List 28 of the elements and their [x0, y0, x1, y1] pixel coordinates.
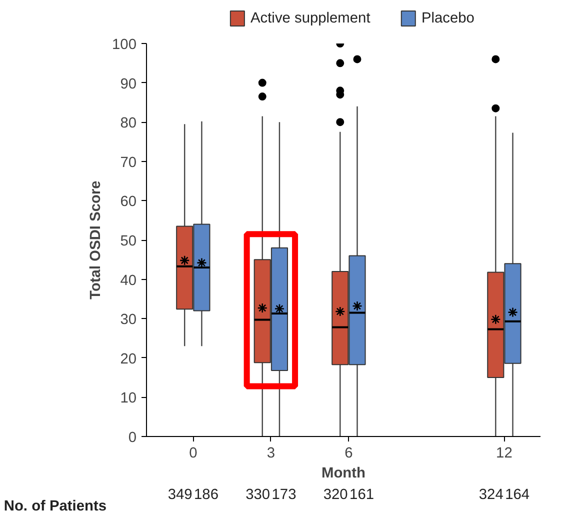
text: 161 [350, 487, 374, 503]
y-tick-label: 80 [120, 116, 137, 132]
text: 349 [168, 487, 192, 503]
legend-label: Placebo [421, 10, 474, 26]
x-axis-title: Month [322, 466, 366, 482]
y-tick-label: 70 [120, 154, 137, 171]
y-tick-label: 90 [120, 76, 137, 92]
y-tick-label: 0 [128, 430, 137, 446]
text: 330 [246, 487, 270, 503]
text: 186 [194, 487, 218, 503]
legend-label: Active supplement [250, 10, 370, 26]
y-tick-label: 40 [120, 272, 137, 289]
text: 320 [323, 487, 348, 503]
x-tick-label: 0 [189, 446, 198, 462]
text: 164 [505, 487, 530, 503]
y-tick-label: 30 [120, 312, 137, 328]
y-tick-label: 50 [120, 234, 137, 250]
y-tick-label: 20 [120, 351, 137, 368]
text: 173 [272, 487, 296, 503]
y-tick-label: 10 [120, 390, 137, 407]
y-tick-label: 100 [112, 37, 137, 53]
x-tick-label: 3 [266, 446, 275, 462]
text: 324 [478, 487, 504, 503]
text: No. of Patients [4, 498, 107, 514]
y-tick-label: 60 [120, 194, 137, 210]
y-axis-title: Total OSDI Score [88, 180, 104, 300]
x-tick-label: 12 [496, 446, 512, 462]
x-tick-label: 6 [344, 446, 353, 462]
